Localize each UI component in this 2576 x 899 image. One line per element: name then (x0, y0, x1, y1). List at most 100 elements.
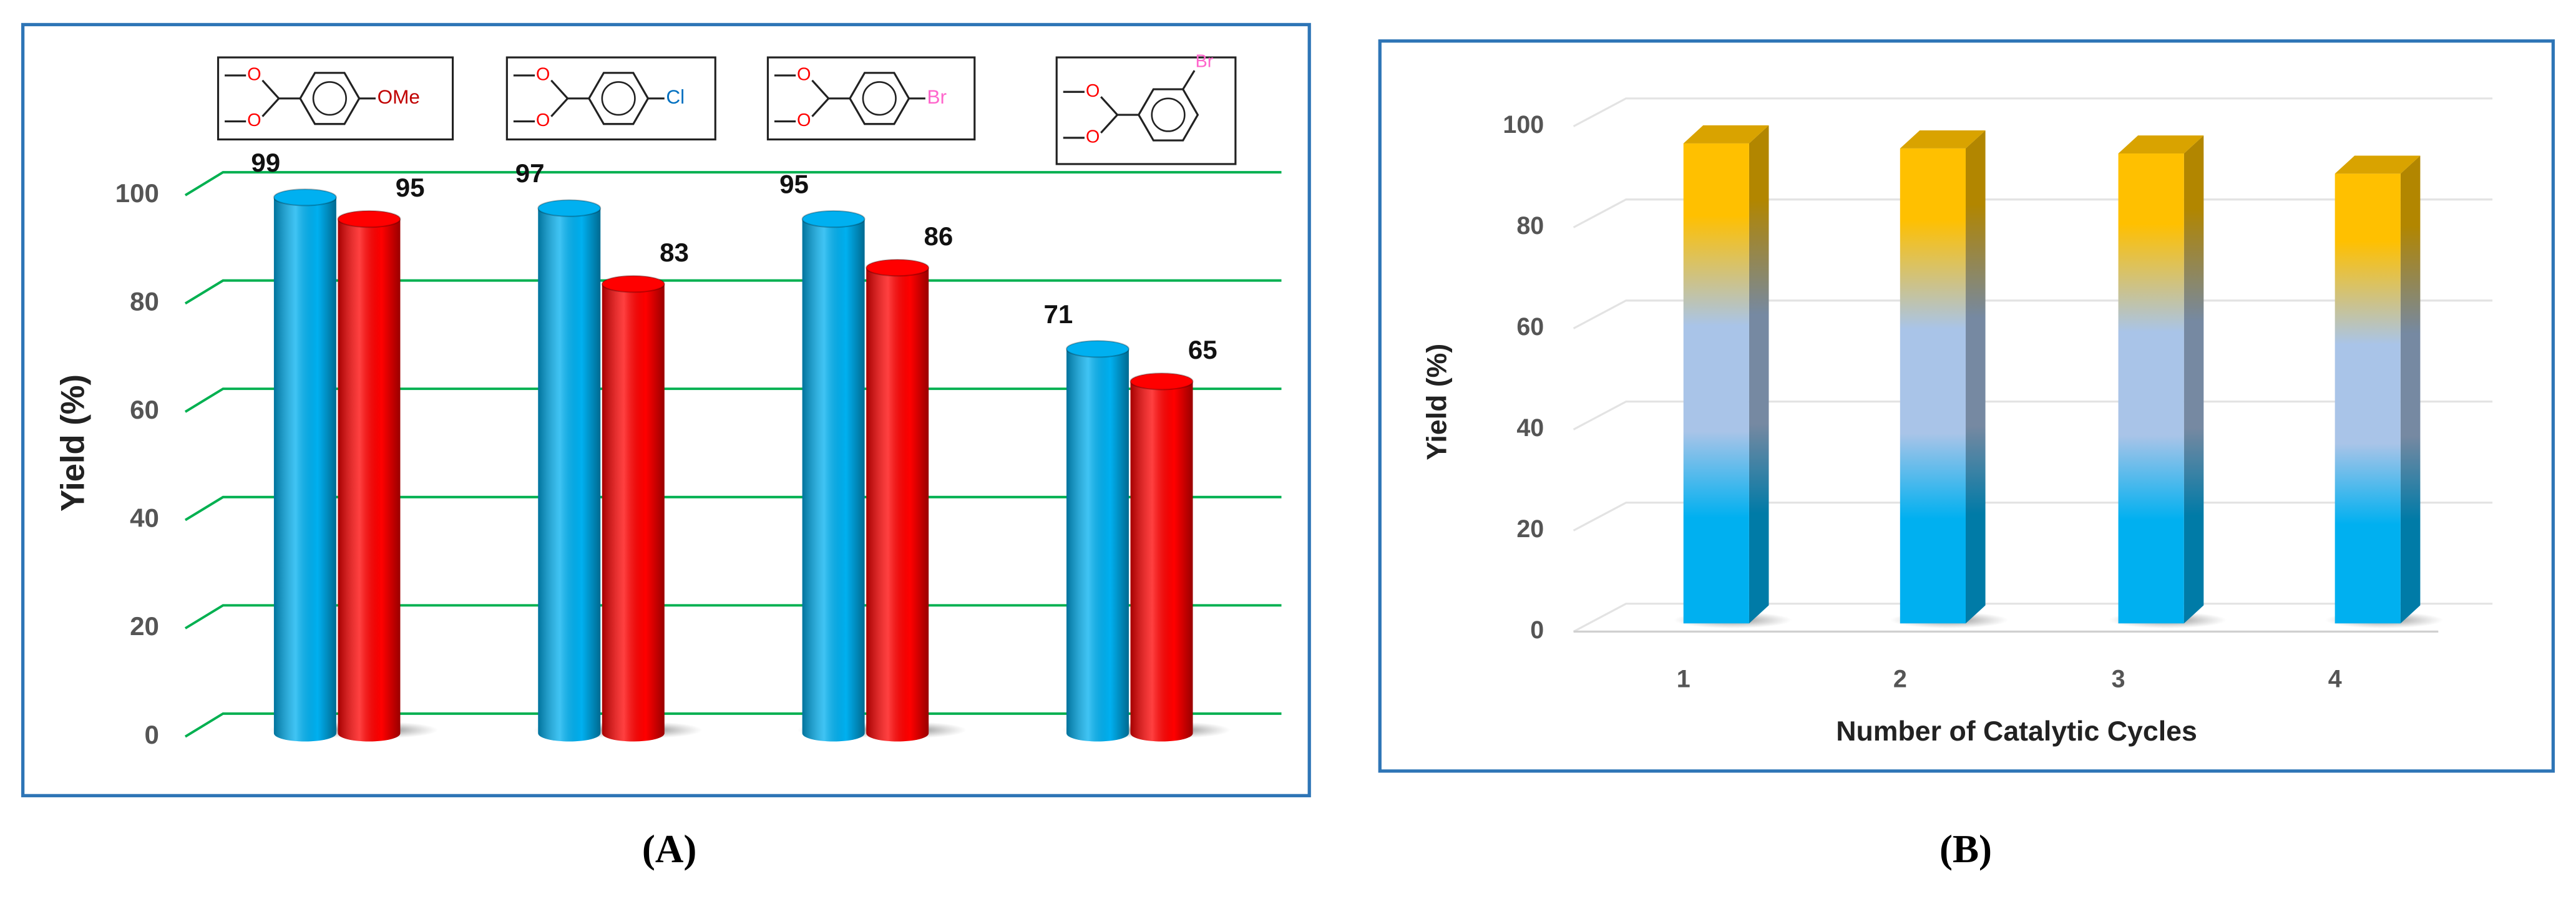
bar (866, 258, 930, 742)
bar-top (2334, 155, 2421, 174)
x-axis-title: Number of Catalytic Cycles (1836, 716, 2197, 747)
bar-top (601, 275, 665, 293)
bar-top (1683, 125, 1769, 143)
bar-top (1065, 340, 1129, 358)
ring-inner (312, 81, 347, 116)
y-tick-label: 100 (1503, 111, 1544, 138)
bar (2334, 155, 2421, 624)
bar (537, 199, 602, 742)
bar-top-shade (1683, 125, 1769, 143)
x-tick-label: 3 (2112, 666, 2125, 693)
y-tick-label: 100 (115, 178, 159, 208)
value-label: 71 (1043, 299, 1073, 329)
x-tick-label: 1 (1677, 666, 1690, 693)
structure-frame (505, 56, 716, 141)
panel-caption: (B) (1939, 827, 1992, 871)
bar-side-shade (1966, 130, 1986, 624)
atom-label: O (536, 110, 550, 130)
bar-top (273, 188, 337, 207)
bar-top-shade (1900, 130, 1986, 148)
bar-front (1900, 148, 1966, 624)
y-tick-label: 0 (1530, 616, 1544, 644)
bar-top-shade (2118, 135, 2204, 154)
bar-side (1966, 130, 1986, 624)
bar-top (866, 258, 930, 277)
atom-label: O (797, 65, 811, 85)
x-tick-label: 2 (1893, 666, 1907, 693)
y-tick-label: 80 (1516, 212, 1544, 240)
bond (1100, 114, 1118, 134)
atom-label: OMe (378, 85, 420, 108)
atom-label: Br (927, 85, 947, 108)
ring-inner (601, 81, 636, 116)
bar-shade (338, 219, 401, 742)
structure-frame (217, 56, 454, 141)
y-axis-title: Yield (%) (1422, 344, 1453, 460)
atom-label: O (1086, 127, 1100, 147)
atom-label: O (1086, 81, 1100, 101)
atom-label: Cl (666, 85, 685, 108)
bar-shade (1066, 349, 1129, 742)
y-tick-label: 0 (144, 720, 159, 749)
ring (1137, 88, 1199, 142)
y-tick-label: 80 (130, 287, 159, 316)
value-label: 95 (779, 170, 809, 199)
atom-label: O (797, 110, 811, 130)
bar (1683, 125, 1769, 624)
atom-label: O (536, 65, 550, 85)
bar-shade (602, 284, 665, 742)
y-axis-title: Yield (%) (55, 374, 92, 512)
structure-frame (766, 56, 976, 141)
atom-label: O (247, 65, 261, 85)
structure-frame (1055, 56, 1237, 165)
bar-side (1749, 125, 1769, 624)
ring-inner (862, 81, 897, 116)
bar (601, 275, 665, 742)
y-tick-label: 40 (1516, 414, 1544, 442)
bond (1182, 70, 1196, 90)
bar-front (1683, 143, 1749, 624)
bar-side-shade (1749, 125, 1769, 624)
y-tick-label: 40 (130, 503, 159, 533)
bar-side (2183, 135, 2204, 624)
y-tick-label: 60 (130, 395, 159, 424)
structure: O O OMe (217, 56, 454, 141)
grid-line (184, 171, 1282, 197)
bond (1100, 96, 1118, 116)
bar-front (2118, 153, 2184, 624)
bar (1900, 130, 1986, 624)
atom-label: Br (1195, 52, 1213, 72)
bar-side-shade (2400, 155, 2421, 624)
bar-top (537, 199, 602, 217)
panel-caption: (A) (642, 827, 697, 871)
bar (273, 188, 337, 742)
bond (550, 97, 568, 117)
atom-label: O (247, 110, 261, 130)
y-tick-label: 20 (130, 611, 159, 641)
bar (337, 210, 401, 742)
bar-shade (1130, 381, 1193, 742)
structure: O O Br (1055, 52, 1237, 165)
value-label: 65 (1188, 335, 1217, 364)
bar-top (1900, 130, 1986, 148)
structure: O O Cl (505, 56, 716, 141)
bar-top-shade (2334, 155, 2421, 174)
bond (261, 97, 280, 117)
panel-frame (21, 22, 1311, 797)
bar-top (2118, 135, 2204, 154)
bar-shade (802, 219, 865, 742)
bar (1129, 372, 1194, 742)
y-tick-label: 20 (1516, 515, 1544, 543)
bar-top (801, 210, 866, 228)
bar (2118, 135, 2204, 624)
panel-frame (1378, 39, 2555, 773)
bar-side-shade (2183, 135, 2204, 624)
x-tick-label: 4 (2328, 666, 2342, 693)
structure: O O Br (766, 56, 976, 141)
bar (1065, 340, 1129, 742)
bar-side (2400, 155, 2421, 624)
bar-shade (538, 208, 601, 742)
bar-top (1129, 372, 1194, 391)
bar-front (2334, 173, 2401, 624)
